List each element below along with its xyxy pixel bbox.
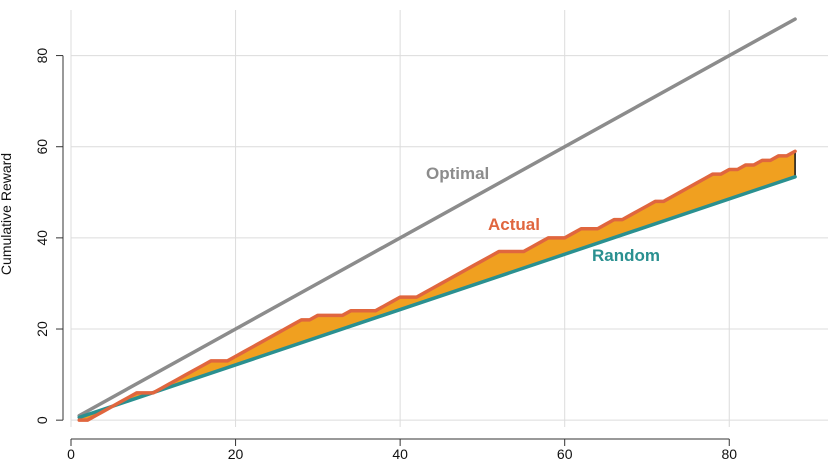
y-tick-label: 20 <box>34 321 50 337</box>
actual-series-line <box>77 149 797 422</box>
x-tick-label: 60 <box>557 446 573 462</box>
y-axis-title: Cumulative Reward <box>0 153 14 275</box>
random-series-line <box>77 175 797 420</box>
optimal-series-line <box>77 17 797 418</box>
random-series-label: Random <box>592 246 660 265</box>
actual-series-label: Actual <box>488 215 540 234</box>
grid <box>70 10 828 427</box>
y-tick-label: 40 <box>34 230 50 246</box>
x-tick-label: 40 <box>392 446 408 462</box>
x-tick-label: 0 <box>67 446 75 462</box>
y-tick-label: 80 <box>34 48 50 64</box>
y-tick-label: 0 <box>34 416 50 424</box>
x-tick-label: 80 <box>721 446 737 462</box>
y-tick-label: 60 <box>34 139 50 155</box>
optimal-series-label: Optimal <box>426 164 489 183</box>
x-tick-label: 20 <box>228 446 244 462</box>
axes: 0 20 40 60 80 0 20 40 60 80 <box>34 48 737 462</box>
series-lines <box>77 17 797 422</box>
